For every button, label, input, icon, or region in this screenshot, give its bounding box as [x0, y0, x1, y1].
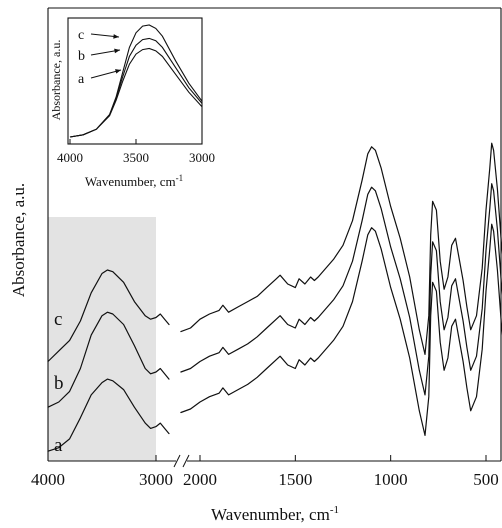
inset-traces	[69, 24, 203, 138]
spectrum-c-fingerprint-region	[180, 142, 502, 355]
inset-x-axis-label: Wavenumber, cm-1	[85, 173, 183, 189]
spectrum-b-oh-region	[47, 311, 170, 408]
series-label-b: b	[54, 373, 64, 394]
inset-frame	[67, 17, 203, 145]
x-tick-label-1500: 1500	[278, 470, 312, 489]
series-labels: c b a	[54, 309, 64, 456]
y-axis-label: Absorbance, a.u.	[9, 183, 28, 297]
shaded-oh-region	[48, 217, 156, 461]
x-tick-label-2000: 2000	[183, 470, 217, 489]
main-traces	[47, 142, 502, 452]
x-tick-label-1000: 1000	[374, 470, 408, 489]
inset-arrowhead-c	[113, 34, 119, 39]
inset-x-tick-label-4000: 4000	[57, 150, 83, 165]
x-axis-label: Wavenumber, cm-1	[211, 504, 339, 524]
inset-x-ticks: 4000 3500 3000	[57, 139, 215, 165]
inset-series-labels: cba	[78, 28, 122, 87]
inset-spectrum-a	[69, 47, 203, 138]
x-tick-label-3000: 3000	[139, 470, 173, 489]
inset-arrowhead-a	[115, 69, 121, 74]
axis-break-mark	[182, 454, 190, 468]
spectrum-c-oh-region	[47, 269, 170, 363]
inset-series-label-a: a	[78, 72, 85, 87]
series-label-a: a	[54, 435, 63, 456]
inset-arrowhead-b	[114, 48, 120, 54]
spectrum-a-oh-region	[47, 378, 170, 452]
inset-series-label-b: b	[78, 49, 85, 64]
inset-series-label-c: c	[78, 28, 84, 43]
inset-x-tick-label-3000: 3000	[189, 150, 215, 165]
spectrum-b-fingerprint-region	[180, 183, 502, 396]
inset-y-axis-label: Absorbance, a.u.	[49, 40, 63, 121]
x-tick-label-500: 500	[473, 470, 499, 489]
x-tick-label-4000: 4000	[31, 470, 65, 489]
spectrum-a-fingerprint-region	[180, 223, 502, 436]
inset-background	[68, 18, 202, 144]
series-label-c: c	[54, 309, 62, 330]
main-x-ticks: 4000 3000 2000 1500 1000 500	[31, 455, 499, 489]
axis-break-mark	[173, 454, 181, 468]
inset-x-tick-label-3500: 3500	[123, 150, 149, 165]
